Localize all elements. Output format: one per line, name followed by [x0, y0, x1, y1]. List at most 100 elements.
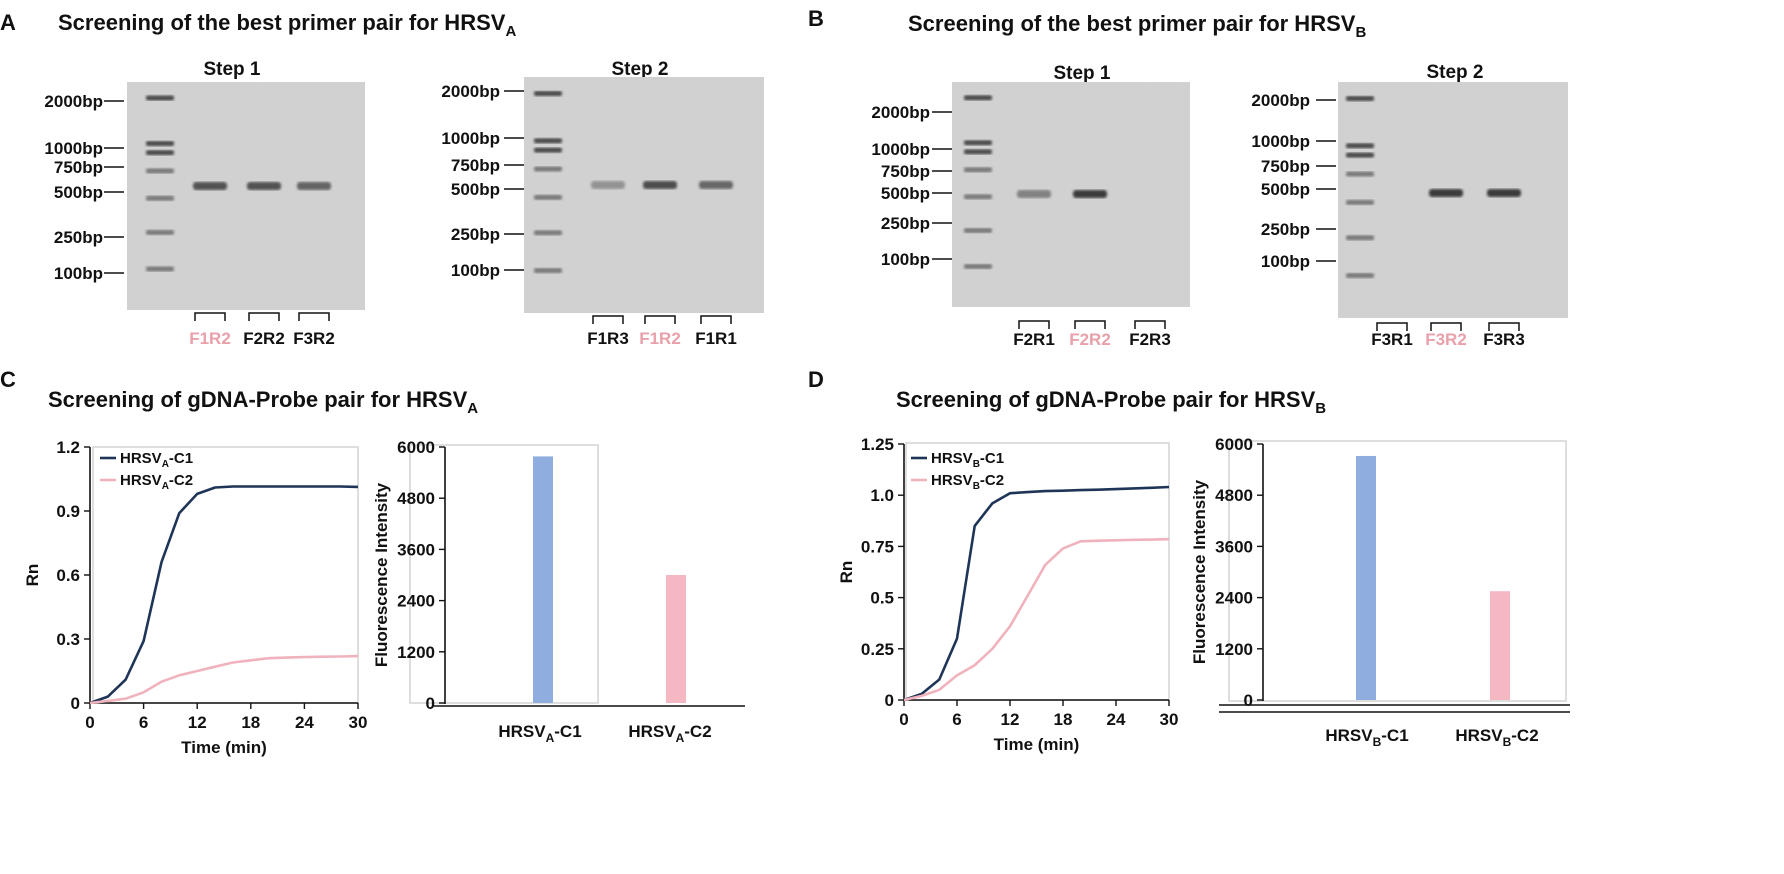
ladder-band [534, 268, 562, 274]
sample-band [1017, 190, 1051, 198]
chart-bar-c: 0 1200 2400 3600 4800 6000 Fluorescence Intens… [372, 438, 745, 745]
marker-label: 500bp [881, 184, 930, 203]
y-tick-label: 0.5 [870, 589, 894, 608]
marker-label: 2000bp [441, 82, 500, 101]
marker-label: 750bp [54, 158, 103, 177]
lane-bracket [298, 312, 330, 321]
x-tick-label: 24 [1107, 710, 1126, 729]
y-tick-label: 0.6 [56, 566, 80, 585]
lane-label: F3R2 [1425, 330, 1467, 349]
ladder-band [1346, 152, 1374, 158]
lane-label: F1R2 [639, 329, 681, 348]
lane-label: F2R3 [1129, 330, 1171, 349]
legend-label-text: HRSV [120, 450, 162, 467]
y-tick-label: 1.25 [861, 435, 894, 454]
ladder-band [964, 149, 992, 155]
ladder-band [1346, 273, 1374, 279]
ladder-band [146, 266, 174, 272]
marker-label: 500bp [54, 183, 103, 202]
bar-category-label-text: HRSV [628, 722, 676, 741]
sample-band [1487, 189, 1521, 197]
y-tick-label: 1200 [397, 643, 435, 662]
panel-title-a: Screening of the best primer pair for HR… [58, 10, 516, 40]
marker-label: 2000bp [44, 92, 103, 111]
y-tick-label: 1.0 [870, 486, 894, 505]
ladder-band [964, 167, 992, 173]
marker-label: 100bp [881, 250, 930, 269]
bar-1 [533, 456, 553, 703]
sample-band [699, 181, 733, 189]
marker-label: 750bp [1261, 157, 1310, 176]
panel-title-b-text: Screening of the best primer pair for HR… [908, 11, 1356, 36]
bar-category-label-suffix: -C1 [1381, 726, 1408, 745]
bar-category-label-subscript: A [546, 731, 555, 745]
lane-bracket [644, 315, 676, 324]
bar-2 [666, 575, 686, 703]
lane-bracket [1488, 322, 1520, 331]
marker-label: 1000bp [871, 140, 930, 159]
bar-category-label: HRSVA-C2 [628, 722, 711, 745]
bar-category-label-suffix: -C2 [1511, 726, 1538, 745]
legend-label-suffix: -C2 [169, 472, 193, 489]
gel-step-title: Step 2 [1426, 62, 1483, 83]
lane-label: F3R1 [1371, 330, 1413, 349]
ladder-band [534, 138, 562, 144]
lane-bracket [1376, 322, 1408, 331]
plot-frame [409, 444, 599, 704]
ladder-band [1346, 143, 1374, 149]
ladder-band [146, 195, 174, 201]
x-tick-label: 12 [188, 713, 207, 732]
panel-title-c-subscript: A [467, 400, 478, 417]
ladder-band [964, 140, 992, 146]
ladder-band [146, 141, 174, 147]
legend-label: HRSVB-C1 [931, 450, 1004, 470]
legend-label-suffix: -C1 [980, 450, 1004, 467]
marker-label: 2000bp [871, 103, 930, 122]
ladder-band [146, 168, 174, 174]
lane-bracket [592, 315, 624, 324]
lane-label: F2R2 [243, 329, 285, 348]
series-line-1 [903, 485, 1170, 702]
marker-label: 500bp [451, 180, 500, 199]
marker-label: 2000bp [1251, 91, 1310, 110]
x-tick-label: 0 [85, 713, 94, 732]
x-axis-label: Time (min) [181, 738, 267, 757]
y-tick-label: 0.3 [56, 630, 80, 649]
ladder-band [1346, 96, 1374, 102]
y-axis-label: Rn [837, 561, 856, 584]
lane-label: F2R2 [1069, 330, 1111, 349]
bar-category-label-subscript: B [1503, 735, 1512, 749]
legend-label-subscript: A [162, 459, 169, 470]
marker-label: 250bp [881, 214, 930, 233]
lane-label: F1R3 [587, 329, 629, 348]
legend-label-subscript: A [162, 481, 169, 492]
y-tick-label: 0 [1244, 691, 1253, 710]
x-axis-label: Time (min) [994, 735, 1080, 754]
ladder-band [146, 229, 174, 235]
y-tick-label: 0 [71, 694, 80, 713]
marker-label: 100bp [54, 264, 103, 283]
gel-step-title: Step 2 [611, 59, 668, 80]
legend-label: HRSVA-C2 [120, 472, 193, 492]
y-tick-label: 0 [885, 691, 894, 710]
legend-label: HRSVA-C1 [120, 450, 193, 470]
panel-letter-a: A [0, 10, 16, 35]
x-tick-label: 30 [349, 713, 368, 732]
bar-category-label-suffix: -C1 [554, 722, 581, 741]
y-tick-label: 3600 [397, 540, 435, 559]
legend-label-subscript: B [973, 459, 980, 470]
y-tick-label: 6000 [1215, 435, 1253, 454]
x-tick-label: 24 [295, 713, 314, 732]
bar-2 [1490, 591, 1510, 700]
gel-step-title: Step 1 [1053, 63, 1110, 84]
sample-band [193, 182, 227, 190]
marker-label: 100bp [451, 261, 500, 280]
gel-texture [524, 77, 764, 313]
y-tick-label: 2400 [397, 592, 435, 611]
legend-label-text: HRSV [931, 472, 973, 489]
bar-1 [1356, 455, 1376, 700]
bar-category-label-text: HRSV [498, 722, 546, 741]
ladder-band [534, 230, 562, 236]
marker-label: 750bp [451, 156, 500, 175]
panel-letter-c: C [0, 367, 16, 392]
